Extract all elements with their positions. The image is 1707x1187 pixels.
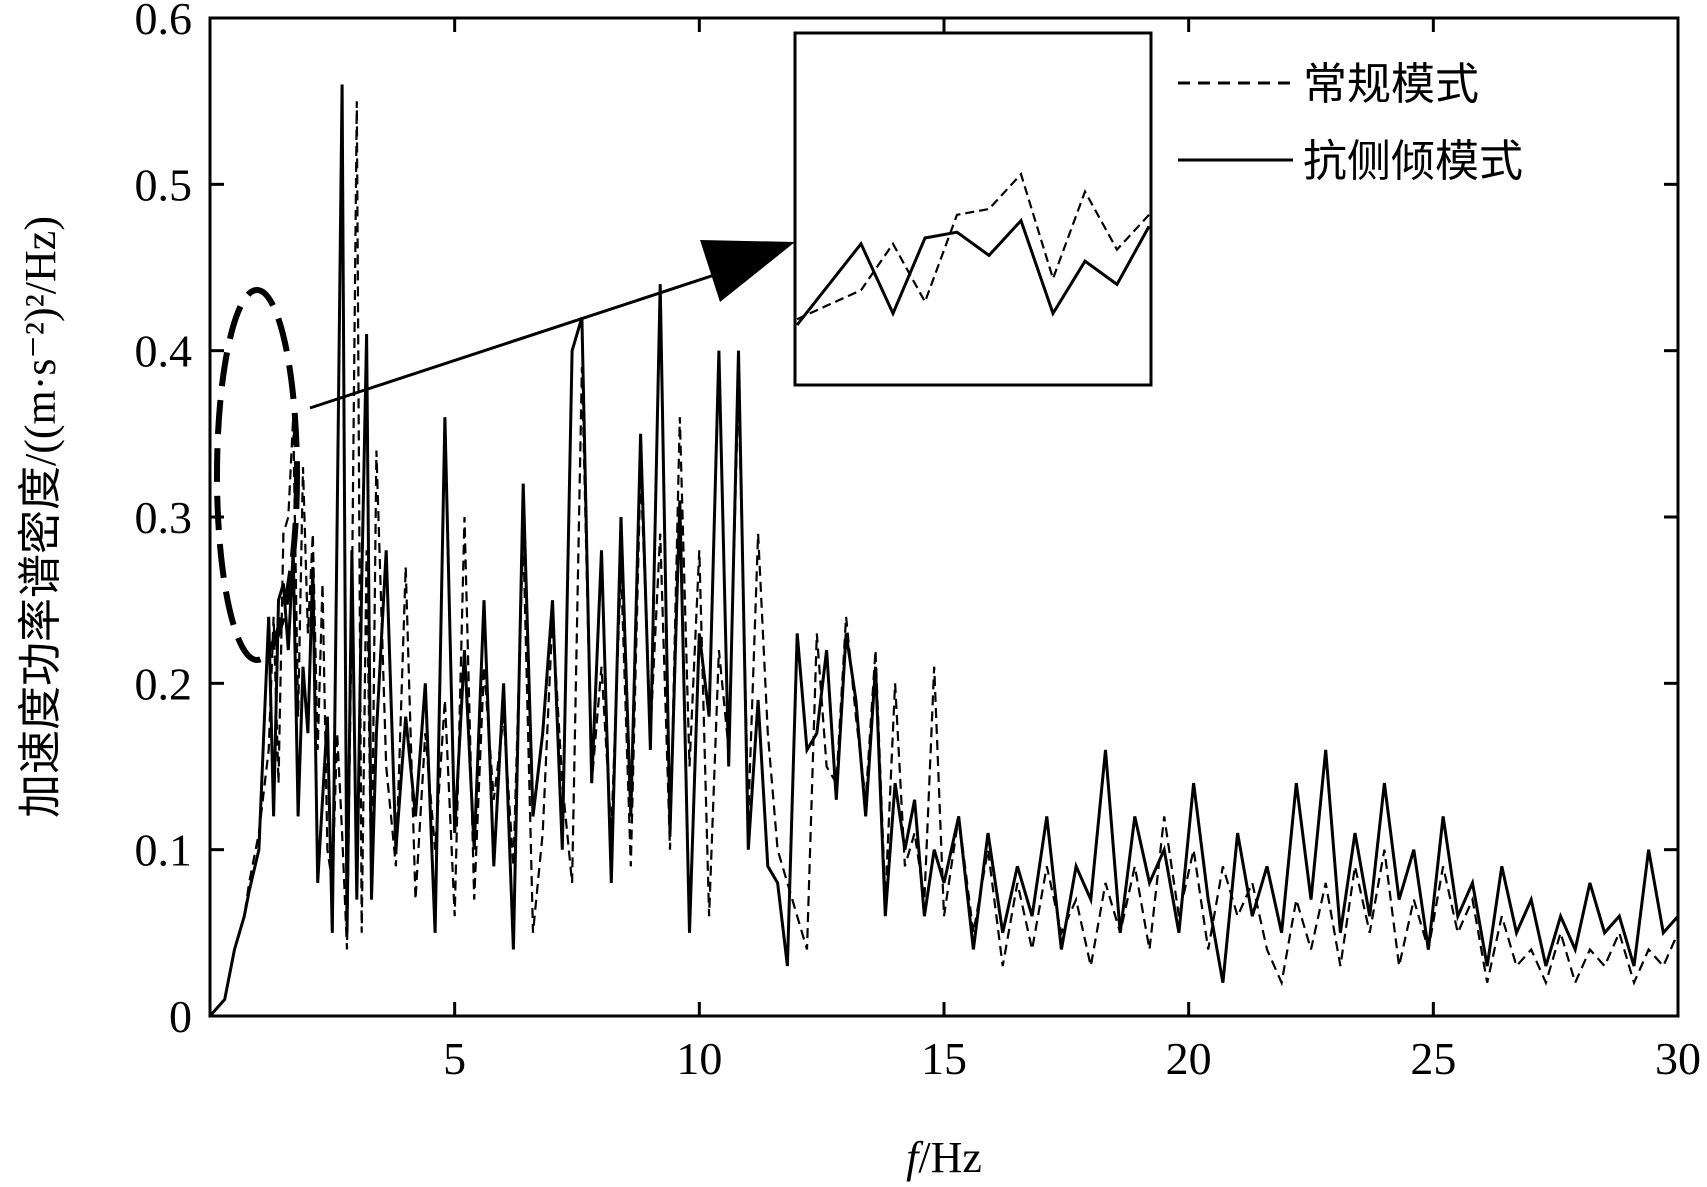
x-axis-label: f/Hz [906, 1133, 982, 1182]
legend-label-anti-roll: 抗侧倾模式 [1303, 137, 1523, 186]
y-tick-label: 0.3 [135, 492, 193, 543]
y-axis-label: 加速度功率谱密度/((m·s⁻²)²/Hz) [16, 216, 65, 818]
inset-layer [795, 172, 1151, 326]
y-tick-label: 0.1 [135, 825, 193, 876]
inset-frame [793, 31, 1153, 387]
y-tick-label: 0.6 [135, 0, 193, 44]
y-tick-label: 0 [169, 991, 192, 1042]
series-line-anti-roll [208, 84, 1680, 1017]
inset-series-line-conventional [796, 172, 1150, 321]
legend: 常规模式 抗侧倾模式 [1178, 60, 1523, 186]
legend-label-conventional: 常规模式 [1303, 60, 1479, 109]
zoom-arrow-line [309, 258, 761, 410]
y-tick-label: 0.2 [135, 658, 193, 709]
x-tick-label: 25 [1410, 1033, 1456, 1084]
series-line-conventional [209, 101, 1680, 1017]
y-tick-label: 0.5 [135, 159, 193, 210]
x-tick-label: 10 [676, 1033, 722, 1084]
x-tick-label: 15 [921, 1033, 967, 1084]
x-tick-label: 30 [1655, 1033, 1701, 1084]
series-layer [208, 84, 1680, 1017]
zoom-region-ellipse [214, 287, 300, 663]
tick-layer: 5 10 15 20 25 30 0 0.1 0.2 0.3 0.4 0.5 0.6 [135, 0, 1702, 1084]
inset-series-line-anti-roll [795, 217, 1151, 326]
zoom-arrow-head [700, 240, 795, 302]
y-tick-label: 0.4 [135, 326, 193, 377]
x-tick-label: 20 [1166, 1033, 1212, 1084]
x-tick-label: 5 [443, 1033, 466, 1084]
